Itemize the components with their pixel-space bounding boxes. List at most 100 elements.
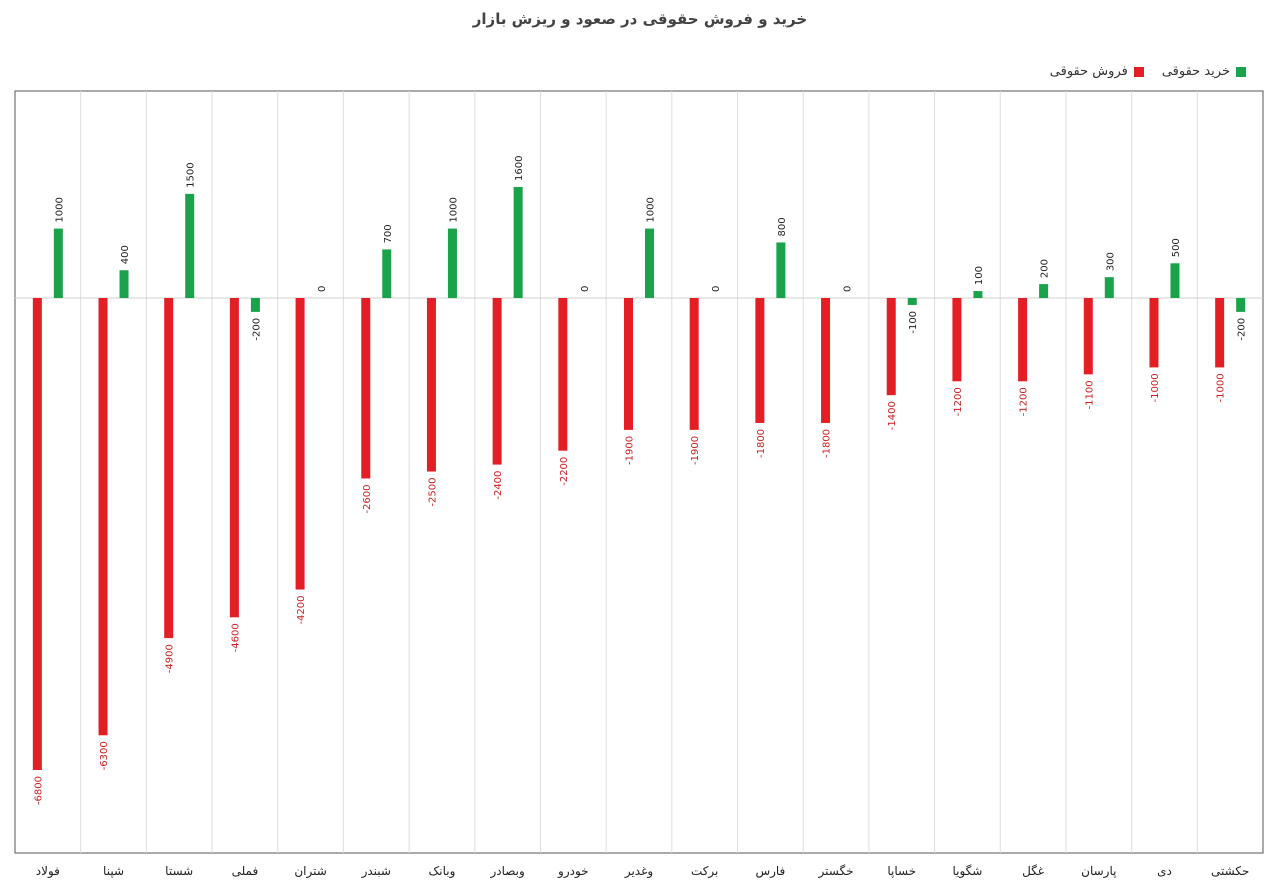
buy-bar-label: -200: [1237, 318, 1248, 341]
legend-label-buy: خرید حقوقی: [1161, 64, 1230, 79]
buy-bar-label: 0: [580, 286, 591, 292]
sell-bar-label: -6300: [99, 741, 110, 770]
buy-bar-label: 1000: [448, 197, 459, 222]
legend-item-sell: فروش حقوقی: [1050, 64, 1144, 79]
x-tick-label: پارسان: [1081, 864, 1116, 879]
x-tick-label: خساپا: [887, 864, 916, 878]
buy-bar-label: 700: [383, 224, 394, 243]
x-tick-label: فولاد: [36, 864, 60, 879]
sell-bar-label: -4200: [296, 596, 307, 625]
buy-bar: [776, 242, 786, 298]
x-tick-label: فارس: [755, 864, 785, 879]
sell-bar-label: -1400: [887, 401, 898, 430]
buy-bar-label: 1000: [646, 197, 657, 222]
buy-bar: [185, 193, 195, 298]
sell-bar-label: -2400: [493, 471, 504, 500]
plot-frame: [14, 90, 1264, 854]
buy-bar-label: 300: [1105, 252, 1116, 271]
buy-bar-label: 500: [1171, 238, 1182, 257]
x-tick-label: وبصادر: [489, 864, 524, 879]
buy-bar: [1104, 277, 1114, 298]
sell-bar: [1149, 298, 1159, 368]
sell-bar: [821, 298, 831, 423]
buy-bar-label: 200: [1040, 259, 1051, 278]
sell-bar: [98, 298, 108, 736]
x-tick-label: خودرو: [557, 864, 589, 879]
legend-item-buy: خرید حقوقی: [1162, 64, 1246, 79]
buy-bar: [447, 228, 457, 298]
sell-bar-label: -1900: [690, 436, 701, 465]
sell-bar-label: -1200: [953, 387, 964, 416]
buy-bar: [645, 228, 654, 298]
buy-bar: [382, 249, 392, 298]
legend-swatch-sell: [1133, 66, 1144, 77]
sell-bar-label: -2500: [427, 478, 438, 507]
legend: خرید حقوقی فروش حقوقی: [1050, 64, 1246, 79]
buy-bar-label: 1600: [514, 155, 525, 180]
sell-bar: [164, 298, 174, 639]
sell-bar: [229, 298, 239, 618]
sell-bar-label: -2600: [362, 484, 373, 513]
x-tick-label: شگویا: [952, 864, 982, 879]
sell-bar-label: -1900: [625, 436, 636, 465]
x-tick-label: برکت: [691, 864, 718, 879]
x-tick-label: وغدیر: [624, 864, 653, 879]
sell-bar-label: -6800: [33, 776, 44, 805]
legend-label-sell: فروش حقوقی: [1049, 64, 1128, 79]
buy-bar: [907, 298, 917, 305]
buy-bar-label: -100: [908, 311, 919, 334]
sell-bar-label: -1100: [1084, 380, 1095, 409]
sell-bar: [1215, 298, 1225, 368]
sell-bar: [558, 298, 568, 451]
sell-bar: [1018, 298, 1028, 382]
sell-bar: [426, 298, 436, 472]
buy-bar-label: 0: [843, 286, 854, 292]
sell-bar: [755, 298, 765, 423]
buy-bar: [1236, 298, 1246, 312]
buy-bar-label: -200: [251, 318, 262, 341]
x-tick-label: غگل: [1022, 864, 1044, 878]
x-tick-label: شبندر: [361, 864, 391, 879]
buy-bar: [119, 270, 129, 298]
sell-bar-label: -1800: [822, 429, 833, 458]
sell-bar-label: -1200: [1019, 387, 1030, 416]
buy-bar: [513, 186, 523, 298]
x-tick-label: خگستر: [818, 864, 854, 879]
sell-bar: [295, 298, 305, 590]
buy-bar-label: 800: [777, 217, 788, 236]
sell-bar: [32, 298, 42, 770]
sell-bar: [1083, 298, 1093, 375]
buy-bar-label: 100: [974, 266, 985, 285]
buy-bar-label: 400: [120, 245, 131, 264]
x-tick-label: شستا: [165, 864, 193, 878]
buy-bar: [1170, 263, 1180, 298]
x-tick-label: وبانک: [429, 864, 456, 879]
buy-bar: [1039, 284, 1049, 298]
sell-bar: [624, 298, 633, 430]
sell-bar-label: -2200: [559, 457, 570, 486]
sell-bar: [952, 298, 962, 382]
x-tick-label: شتران: [294, 864, 326, 879]
buy-bar-label: 0: [711, 286, 722, 292]
buy-bar: [53, 228, 63, 298]
buy-bar: [973, 291, 983, 298]
sell-bar-label: -1800: [756, 429, 767, 458]
sell-bar-label: -4900: [165, 644, 176, 673]
buy-bar-label: 0: [317, 286, 328, 292]
x-tick-label: فملی: [232, 864, 259, 878]
legend-swatch-buy: [1236, 66, 1246, 77]
chart-title: خرید و فروش حقوقی در صعود و ریزش بازار: [472, 10, 808, 28]
sell-bar: [689, 298, 699, 430]
buy-bar: [250, 298, 260, 312]
x-tick-label: شپنا: [103, 864, 124, 878]
sell-bar: [886, 298, 896, 396]
x-tick-label: دی: [1157, 864, 1172, 878]
sell-bar-label: -4600: [230, 623, 241, 652]
buy-bar-label: 1000: [54, 197, 65, 222]
sell-bar-label: -1000: [1150, 373, 1161, 402]
sell-bar-label: -1000: [1216, 373, 1227, 402]
sell-bar: [492, 298, 502, 465]
x-tick-label: حکشتی: [1211, 864, 1249, 878]
sell-bar: [361, 298, 371, 479]
